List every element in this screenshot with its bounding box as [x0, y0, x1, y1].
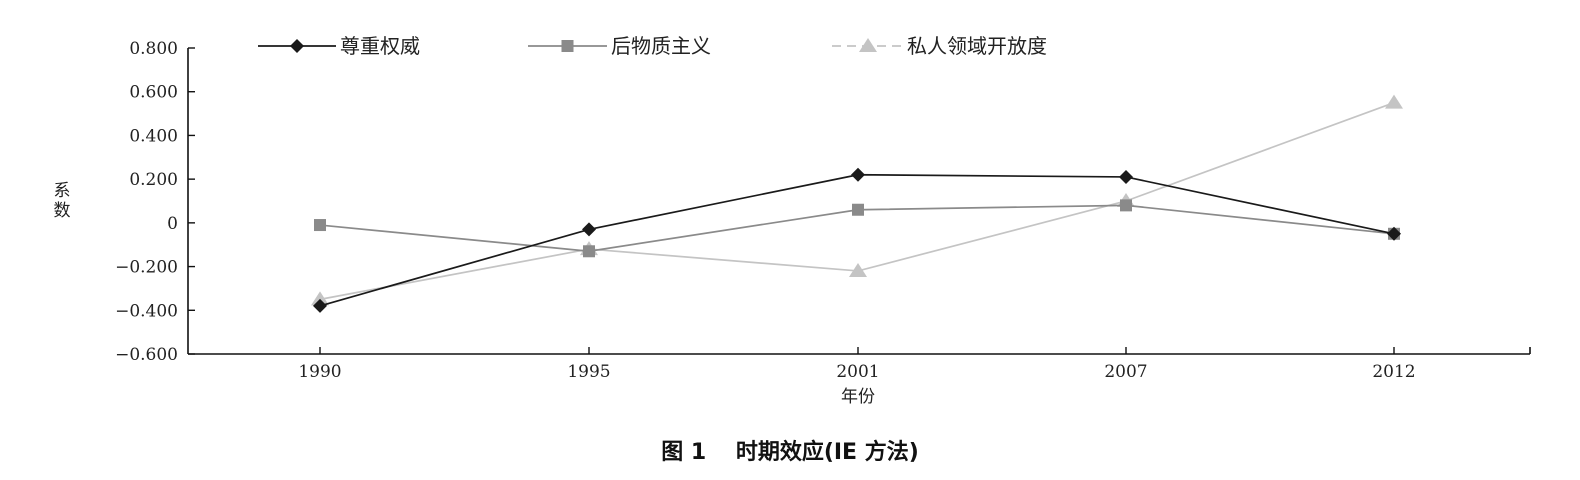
- axes: [187, 48, 1531, 355]
- legend-label: 尊重权威: [340, 34, 420, 58]
- legend-marker: [290, 39, 304, 53]
- x-tick-label: 1990: [298, 362, 341, 382]
- legend-label: 后物质主义: [611, 34, 711, 58]
- data-point: [1385, 94, 1403, 109]
- ticks: −0.600 −0.400 −0.200 0 0.200 0.400 0.600 0.800 1…: [115, 39, 1416, 382]
- x-tick-label: 2001: [836, 362, 879, 382]
- legend: 尊重权威 后物质主义 私人领域开放度: [258, 34, 1047, 58]
- series-lines: [311, 94, 1403, 313]
- data-point: [313, 298, 327, 313]
- y-tick-label: −0.600: [115, 345, 178, 365]
- series-0: [313, 167, 1401, 313]
- x-tick-label: 2012: [1372, 362, 1415, 382]
- data-point: [852, 203, 864, 216]
- x-axis-title: 年份: [841, 387, 875, 407]
- series-1: [314, 199, 1400, 258]
- legend-marker: [859, 38, 877, 52]
- data-point: [582, 222, 596, 237]
- legend-item: 尊重权威: [258, 34, 420, 58]
- y-tick-label: −0.200: [115, 258, 178, 278]
- data-point: [1120, 199, 1132, 212]
- data-point: [1387, 226, 1401, 241]
- legend-label: 私人领域开放度: [907, 34, 1047, 58]
- data-point: [849, 262, 867, 277]
- legend-item: 后物质主义: [528, 34, 711, 58]
- y-tick-label: 0: [167, 214, 178, 234]
- legend-item: 私人领域开放度: [832, 34, 1047, 58]
- figure-caption: 图 1 时期效应(IE 方法): [661, 439, 919, 465]
- data-point: [583, 245, 595, 258]
- y-tick-label: −0.400: [115, 301, 178, 321]
- legend-marker: [561, 40, 574, 52]
- y-axis-title: 系数: [54, 181, 71, 221]
- data-point: [311, 291, 329, 306]
- data-point: [851, 167, 865, 182]
- x-tick-label: 2007: [1104, 362, 1147, 382]
- y-tick-label: 0.200: [129, 170, 178, 190]
- series-2: [311, 94, 1403, 306]
- data-point: [314, 219, 326, 232]
- y-tick-label: 0.400: [129, 126, 178, 146]
- data-point: [1119, 169, 1133, 184]
- y-tick-label: 0.600: [129, 83, 178, 103]
- x-tick-label: 1995: [567, 362, 610, 382]
- y-tick-label: 0.800: [129, 39, 178, 59]
